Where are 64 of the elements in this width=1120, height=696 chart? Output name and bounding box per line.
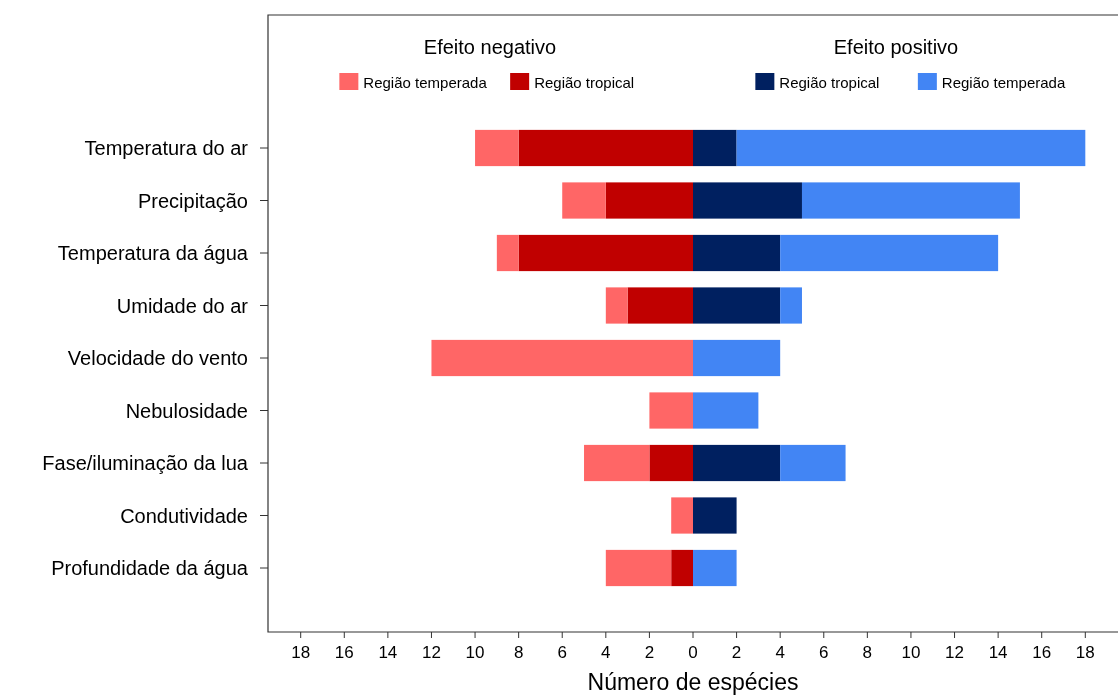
y-tick-label: Umidade do ar [116,294,249,317]
x-tick-label: 14 [988,643,1008,662]
bar [780,287,802,324]
y-tick-label: Nebulosidade [125,399,248,422]
bar [518,234,693,272]
x-tick-label: 4 [775,643,785,662]
x-tick-label: 0 [688,643,698,662]
bar [693,287,781,324]
bar [693,549,737,587]
y-tick-label: Temperatura da água [57,242,249,264]
bar [649,444,693,482]
x-tick-label: 14 [378,643,398,662]
bar [801,182,1020,219]
bar [584,444,650,482]
x-tick-label: 6 [557,643,567,662]
y-tick-label: Velocidade do vento [67,347,248,369]
y-tick-label: Fase/iluminação da lua [42,452,249,474]
x-tick-label: 4 [601,643,611,662]
legend-label: Região temperada [363,74,488,91]
text: Efeito positivo [833,36,959,58]
bar [605,182,693,219]
bar [627,287,693,324]
bar [780,234,999,272]
bar [780,444,846,482]
bar [693,234,781,272]
x-tick-label: 8 [513,643,524,662]
legend-label: Região tropical [779,74,880,91]
bar [431,339,693,377]
x-tick-label: 2 [731,643,742,662]
bar [671,549,693,587]
text: Efeito negativo [423,36,557,58]
y-tick-label: Condutividade [120,504,248,527]
bar [693,444,781,482]
bar [562,182,606,219]
x-tick-label: 16 [334,643,354,662]
x-tick-label: 10 [465,643,485,662]
x-axis-title: Número de espécies [587,669,799,695]
bar [671,497,693,534]
bar [736,129,1086,167]
bar [693,497,737,534]
bar [693,392,759,429]
x-tick-label: 18 [1075,643,1095,662]
bar [518,129,693,167]
x-tick-label: 18 [291,643,311,662]
bar [496,234,519,272]
bar [693,182,802,219]
y-tick-label: Temperatura do ar [84,137,249,159]
bar [605,549,672,587]
x-tick-label: 12 [422,643,441,662]
x-tick-label: 16 [1032,643,1052,662]
y-tick-label: Precipitação [137,189,248,212]
legend-label: Região temperada [941,74,1066,91]
x-tick-label: 12 [945,643,964,662]
bar [693,129,737,167]
x-tick-label: 6 [819,643,829,662]
y-tick-label: Profundidade da água [51,557,249,579]
bar [605,287,628,324]
x-tick-label: 2 [644,643,655,662]
bar [475,129,519,167]
x-tick-label: 8 [862,643,873,662]
x-tick-label: 10 [901,643,921,662]
bar [693,339,781,377]
bar [649,392,693,429]
legend-label: Região tropical [534,74,635,91]
